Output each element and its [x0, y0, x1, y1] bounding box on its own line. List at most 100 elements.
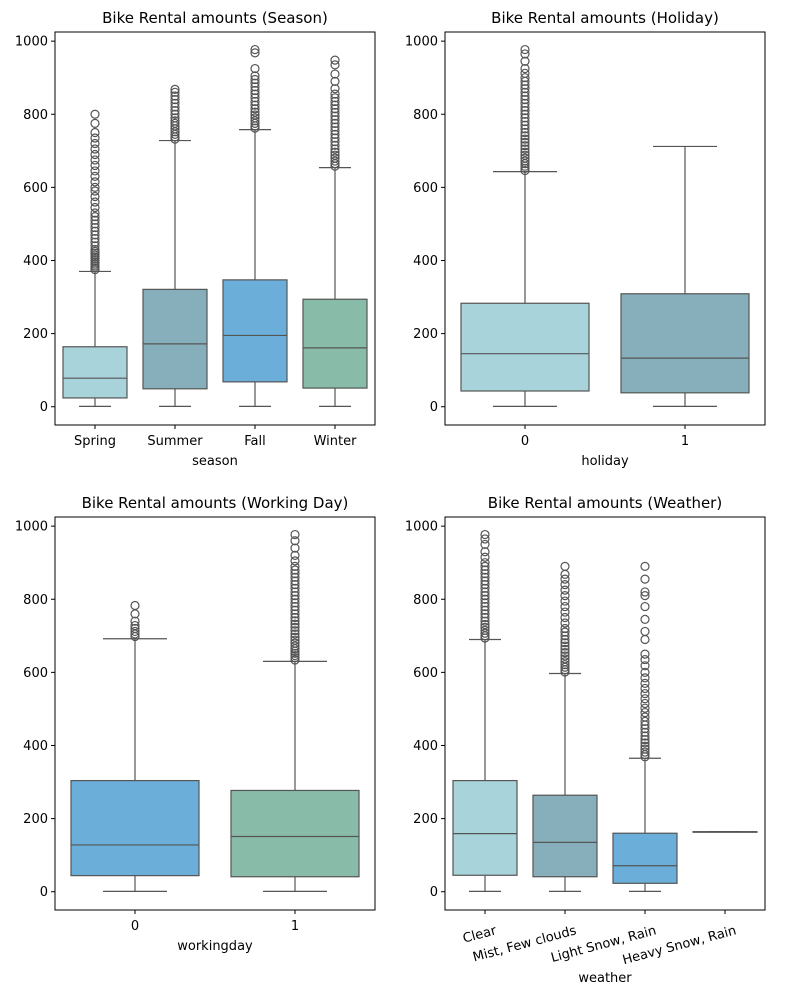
outlier-point [250, 48, 260, 58]
box-body [532, 794, 598, 878]
x-tick-label: 0 [131, 919, 139, 934]
outlier-point [480, 534, 490, 544]
outlier-point [560, 561, 570, 571]
outlier-point [330, 137, 340, 147]
outlier-point [290, 612, 300, 623]
outlier-point [480, 594, 490, 604]
outlier-point [250, 44, 260, 55]
outlier-point [290, 632, 300, 642]
outlier-point [560, 574, 570, 584]
box-fall [222, 44, 288, 407]
chart-panel-4: Bike Rental amounts (Weather) 0 200 400 600 8… [405, 494, 766, 986]
outlier-point [480, 569, 490, 579]
outlier-point [640, 727, 650, 737]
outlier-point [130, 626, 140, 637]
outlier-point [520, 80, 530, 90]
outlier-point [520, 98, 530, 108]
outlier-point [520, 124, 530, 134]
y-tick-label: 0 [40, 885, 48, 900]
outlier-point [250, 107, 260, 117]
outlier-point [640, 716, 650, 726]
outlier-point [640, 731, 650, 741]
outlier-point [290, 550, 300, 560]
outlier-point [520, 68, 530, 78]
outlier-point [640, 614, 650, 624]
outlier-point [640, 747, 650, 757]
outlier-point [290, 594, 300, 604]
x-tick-label: Spring [74, 434, 116, 449]
outlier-point [520, 49, 530, 59]
outlier-point [640, 688, 650, 699]
outlier-point [480, 628, 490, 638]
x-tick-label: Winter [314, 434, 358, 449]
box-1 [620, 145, 750, 407]
y-tick-label: 600 [413, 181, 438, 196]
outlier-point [170, 95, 180, 105]
box-body [452, 779, 518, 876]
outlier-point [330, 84, 340, 94]
x-axis-label: holiday [581, 454, 629, 469]
outlier-point [480, 552, 490, 562]
outlier-point [520, 91, 530, 101]
outlier-point [560, 607, 570, 617]
outlier-point [480, 590, 490, 601]
outlier-point [520, 141, 530, 151]
box-winter [302, 55, 368, 407]
y-tick-label: 200 [413, 327, 438, 342]
outlier-point [640, 626, 650, 637]
outlier-point [520, 131, 530, 141]
outlier-point [330, 140, 340, 150]
box-heavy-snow-rain [692, 831, 758, 833]
y-tick-label: 0 [430, 400, 438, 415]
y-tick-label: 400 [413, 739, 438, 754]
outlier-point [290, 622, 300, 633]
outlier-point [560, 654, 570, 664]
outlier-point [250, 89, 260, 99]
outlier-point [170, 91, 180, 101]
plot-frame [54, 516, 376, 911]
outlier-point [170, 98, 180, 108]
y-tick-label: 600 [23, 181, 48, 196]
outlier-point [250, 63, 260, 74]
outlier-point [520, 134, 530, 144]
outlier-point [90, 182, 100, 192]
outlier-point [290, 587, 300, 597]
outlier-point [480, 625, 490, 635]
x-tick-label: Clear [461, 923, 498, 946]
outlier-point [290, 536, 300, 546]
x-tick-label: 0 [521, 434, 529, 449]
outlier-point [480, 612, 490, 623]
outlier-point [330, 93, 340, 103]
outlier-point [330, 104, 340, 114]
box-body [62, 346, 128, 399]
outlier-point [330, 55, 340, 65]
outlier-point [290, 583, 300, 593]
outlier-point [560, 618, 570, 628]
outlier-point [640, 724, 650, 734]
outlier-point [130, 600, 140, 611]
outlier-point [520, 63, 530, 74]
outlier-point [480, 609, 490, 619]
outlier-point [520, 144, 530, 154]
outlier-point [290, 598, 300, 608]
outlier-point [640, 712, 650, 722]
box-spring [62, 109, 128, 407]
outlier-point [90, 237, 100, 247]
box-light-snow-rain [612, 561, 678, 892]
outlier-point [330, 129, 340, 139]
outlier-point [640, 738, 650, 748]
outlier-point [250, 104, 260, 114]
outlier-point [480, 547, 490, 557]
outlier-point [290, 529, 300, 540]
outlier-point [520, 127, 530, 138]
chart-title: Bike Rental amounts (Holiday) [491, 9, 719, 27]
outlier-point [330, 76, 340, 86]
outlier-point [520, 147, 530, 157]
outlier-point [480, 580, 490, 590]
y-tick-label: 800 [23, 108, 48, 123]
outlier-point [560, 590, 570, 601]
outlier-point [290, 638, 300, 648]
outlier-point [250, 82, 260, 92]
x-axis-label: season [192, 454, 238, 469]
outlier-point [330, 147, 340, 157]
